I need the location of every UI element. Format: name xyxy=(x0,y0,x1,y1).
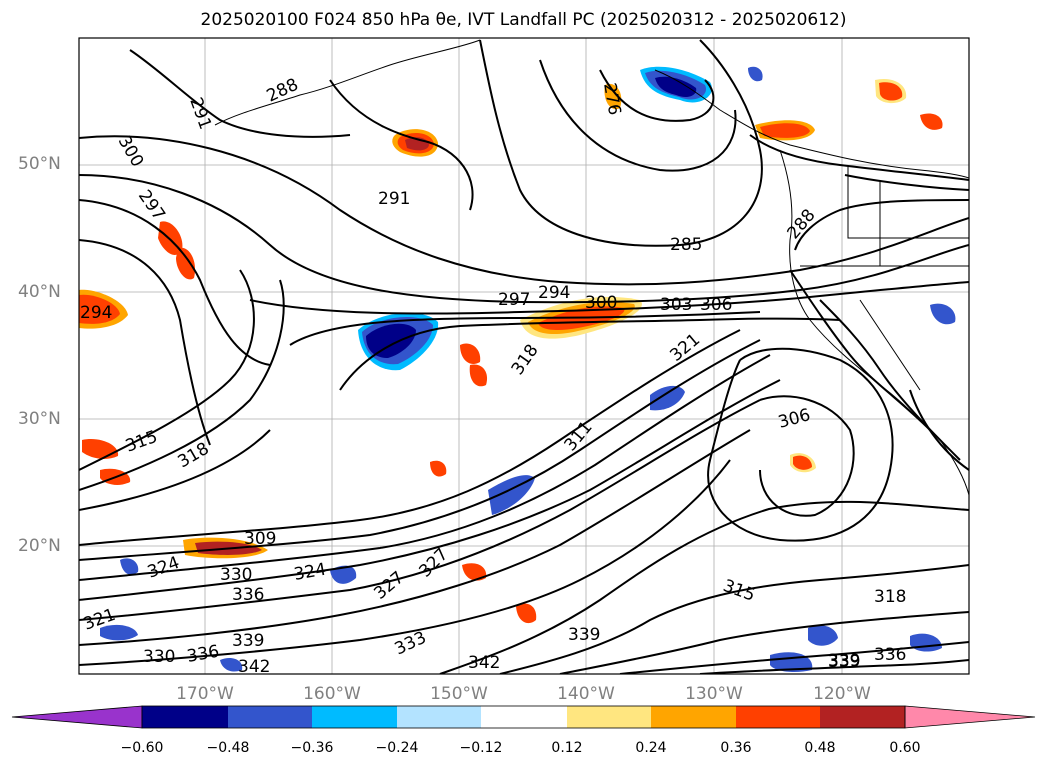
contour-label: 309 xyxy=(244,529,276,549)
lat-label-40n: 40°N xyxy=(18,282,61,302)
colorbar-segment-7 xyxy=(651,706,736,728)
colorbar-tick: 0.48 xyxy=(804,740,836,756)
lon-label-140w: 140°W xyxy=(557,684,615,704)
colorbar-segment-4 xyxy=(397,706,481,728)
contour-label: 342 xyxy=(238,657,270,677)
colorbar-segment-2 xyxy=(228,706,312,728)
contour-label: 339 xyxy=(232,631,264,651)
contour-label: 294 xyxy=(80,303,112,323)
lat-label-30n: 30°N xyxy=(18,409,61,429)
contour-label: 342 xyxy=(468,653,500,673)
contour-label: 294 xyxy=(538,283,570,303)
lat-label-50n: 50°N xyxy=(18,154,61,174)
lon-label-170w: 170°W xyxy=(176,684,234,704)
contour-label: 303 xyxy=(660,295,692,315)
contour-label: 339 xyxy=(568,625,600,645)
colorbar-min-extend xyxy=(11,705,143,729)
colorbar xyxy=(11,705,1036,729)
colorbar-max-extend xyxy=(904,705,1036,729)
contour-label: 330 xyxy=(220,565,252,585)
contour-label: 285 xyxy=(670,235,702,255)
colorbar-tick: −0.60 xyxy=(120,740,164,756)
contour-label: 339 xyxy=(828,652,860,672)
colorbar-tick: −0.24 xyxy=(375,740,419,756)
colorbar-tick: 0.36 xyxy=(720,740,752,756)
colorbar-segment-8 xyxy=(736,706,820,728)
colorbar-segment-6 xyxy=(567,706,651,728)
colorbar-tick: −0.12 xyxy=(459,740,503,756)
coastlines xyxy=(214,39,969,496)
lat-label-20n: 20°N xyxy=(18,536,61,556)
contour-label: 339 xyxy=(828,651,860,671)
lon-label-130w: 130°W xyxy=(685,684,743,704)
contour-label: 318 xyxy=(874,587,906,607)
colorbar-segment-9 xyxy=(820,706,905,728)
colorbar-segment-5 xyxy=(481,706,567,728)
lon-label-150w: 150°W xyxy=(430,684,488,704)
colorbar-segment-3 xyxy=(312,706,397,728)
colorbar-tick: 0.12 xyxy=(551,740,583,756)
colorbar-tick: 0.60 xyxy=(889,740,921,756)
contour-label: 336 xyxy=(232,585,264,605)
contour-label: 297 xyxy=(498,290,530,310)
contour-label: 330 xyxy=(143,647,175,667)
colorbar-segment-1 xyxy=(142,706,228,728)
map-title: 2025020100 F024 850 hPa θe, IVT Landfall… xyxy=(200,10,847,30)
colorbar-tick: −0.36 xyxy=(290,740,334,756)
contour-label: 300 xyxy=(585,293,617,313)
lon-label-160w: 160°W xyxy=(303,684,361,704)
contour-label: 291 xyxy=(378,189,410,209)
theta-e-contours xyxy=(79,39,969,674)
colorbar-tick: 0.24 xyxy=(635,740,667,756)
lon-label-120w: 120°W xyxy=(813,684,871,704)
contour-label: 336 xyxy=(874,645,906,665)
colorbar-tick: −0.48 xyxy=(206,740,250,756)
contour-label: 306 xyxy=(700,295,732,315)
map-frame xyxy=(78,37,970,675)
